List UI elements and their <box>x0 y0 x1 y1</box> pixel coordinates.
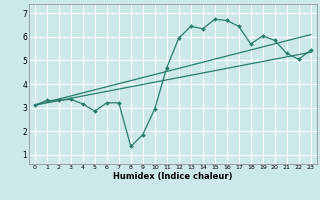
X-axis label: Humidex (Indice chaleur): Humidex (Indice chaleur) <box>113 172 233 181</box>
